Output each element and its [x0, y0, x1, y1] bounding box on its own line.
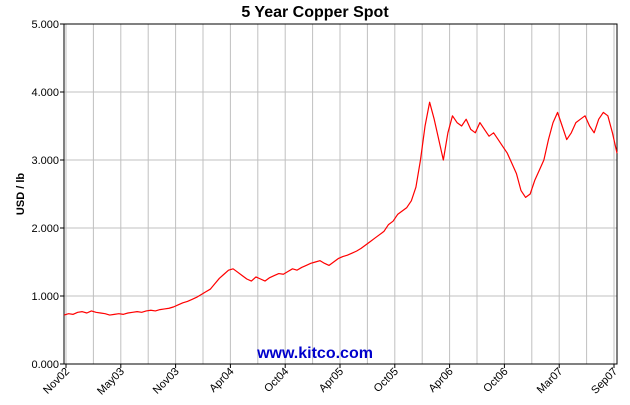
y-tick-label: 5.000: [31, 19, 59, 31]
chart-title: 5 Year Copper Spot: [241, 4, 389, 21]
y-tick-label: 2.000: [31, 223, 59, 235]
y-tick-label: 0.000: [31, 359, 59, 371]
y-tick-label: 4.000: [31, 87, 59, 99]
y-axis: 0.000 1.000 2.000 3.000 4.000 5.000: [31, 19, 64, 371]
copper-price-line: [63, 101, 618, 316]
y-tick-label: 3.000: [31, 155, 59, 167]
y-tick-label: 1.000: [31, 291, 59, 303]
watermark: www.kitco.com: [256, 345, 373, 362]
y-axis-label: USD / lb: [15, 173, 27, 215]
